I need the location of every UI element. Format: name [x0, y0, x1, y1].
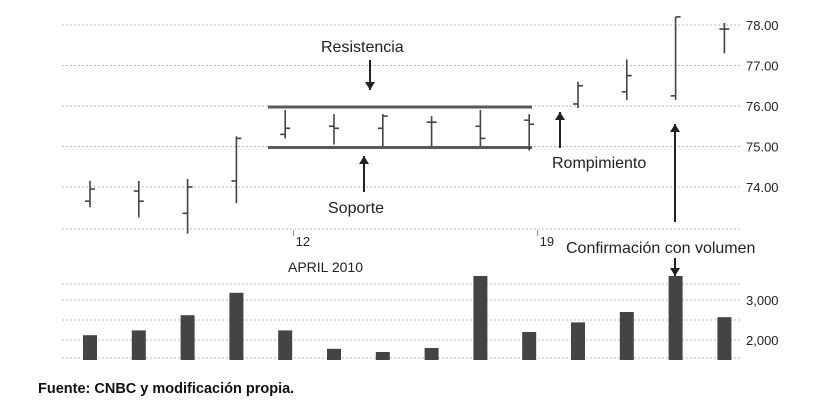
volume-bar [131, 330, 146, 360]
volume-bar [717, 317, 732, 360]
month-label: APRIL 2010 [288, 259, 363, 275]
support-arrow [359, 156, 369, 192]
resistance-label: Resistencia [321, 39, 404, 56]
price-tick-label: 75.00 [746, 140, 779, 155]
ohlc-bar [133, 180, 144, 218]
ohlc-bar [231, 136, 242, 204]
arrow-head [555, 112, 565, 120]
volume-bar [375, 352, 390, 360]
volume-bar [180, 315, 195, 360]
date-tick-label: 12 [296, 234, 310, 249]
volume-bar [424, 348, 439, 360]
volume-confirmation-up-arrow [670, 124, 680, 222]
price-axis-ticks: 74.00 75.00 76.00 77.00 78.00 [746, 18, 779, 195]
resistance-arrow [365, 60, 375, 90]
volume-confirmation-label: Confirmación con volumen [566, 240, 755, 257]
volume-bar [278, 330, 293, 360]
volume-bar [522, 332, 537, 360]
ohlc-bar [573, 81, 583, 109]
volume-gridlines [62, 283, 740, 359]
ohlc-bar [426, 116, 437, 147]
volume-bar [619, 312, 634, 360]
volume-bar [571, 322, 585, 360]
volume-bar [327, 348, 341, 360]
date-tick-label: 19 [540, 234, 554, 249]
volume-confirmation-down-arrow [670, 258, 680, 276]
volume-axis-ticks: 2,000 3,000 [746, 293, 779, 348]
arrow-head [670, 268, 680, 276]
date-axis-ticks: 12 19 [293, 230, 554, 249]
ohlc-bar [377, 114, 388, 147]
volume-bar [83, 335, 97, 360]
price-tick-label: 78.00 [746, 18, 779, 33]
ohlc-bar [182, 178, 193, 234]
volume-bar [229, 292, 244, 360]
breakout-label: Rompimiento [552, 155, 646, 172]
arrow-head [365, 82, 375, 90]
ohlc-bar [329, 114, 339, 145]
support-label: Soporte [328, 200, 384, 217]
price-tick-label: 76.00 [746, 99, 779, 114]
breakout-arrow [555, 112, 565, 148]
price-tick-label: 74.00 [746, 180, 779, 195]
ohlc-bar [475, 110, 486, 147]
ohlc-bar [719, 22, 730, 54]
volume-bar [473, 276, 488, 360]
ohlc-bar [670, 16, 681, 100]
ohlc-bar [524, 114, 535, 151]
ohlc-bar [85, 180, 95, 208]
arrow-head [359, 156, 369, 164]
volume-bar [668, 276, 683, 360]
source-note: Fuente: CNBC y modificación propia. [38, 381, 295, 397]
ohlc-bar [280, 110, 291, 139]
price-tick-label: 77.00 [746, 59, 779, 74]
annotation-arrows [359, 60, 680, 276]
volume-tick-label: 3,000 [746, 293, 779, 308]
ohlc-bar [621, 59, 632, 100]
volume-tick-label: 2,000 [746, 333, 779, 348]
arrow-head [670, 124, 680, 132]
ohlc-bars [85, 16, 730, 234]
support-resistance-channel [268, 105, 532, 149]
volume-bars [83, 276, 732, 360]
